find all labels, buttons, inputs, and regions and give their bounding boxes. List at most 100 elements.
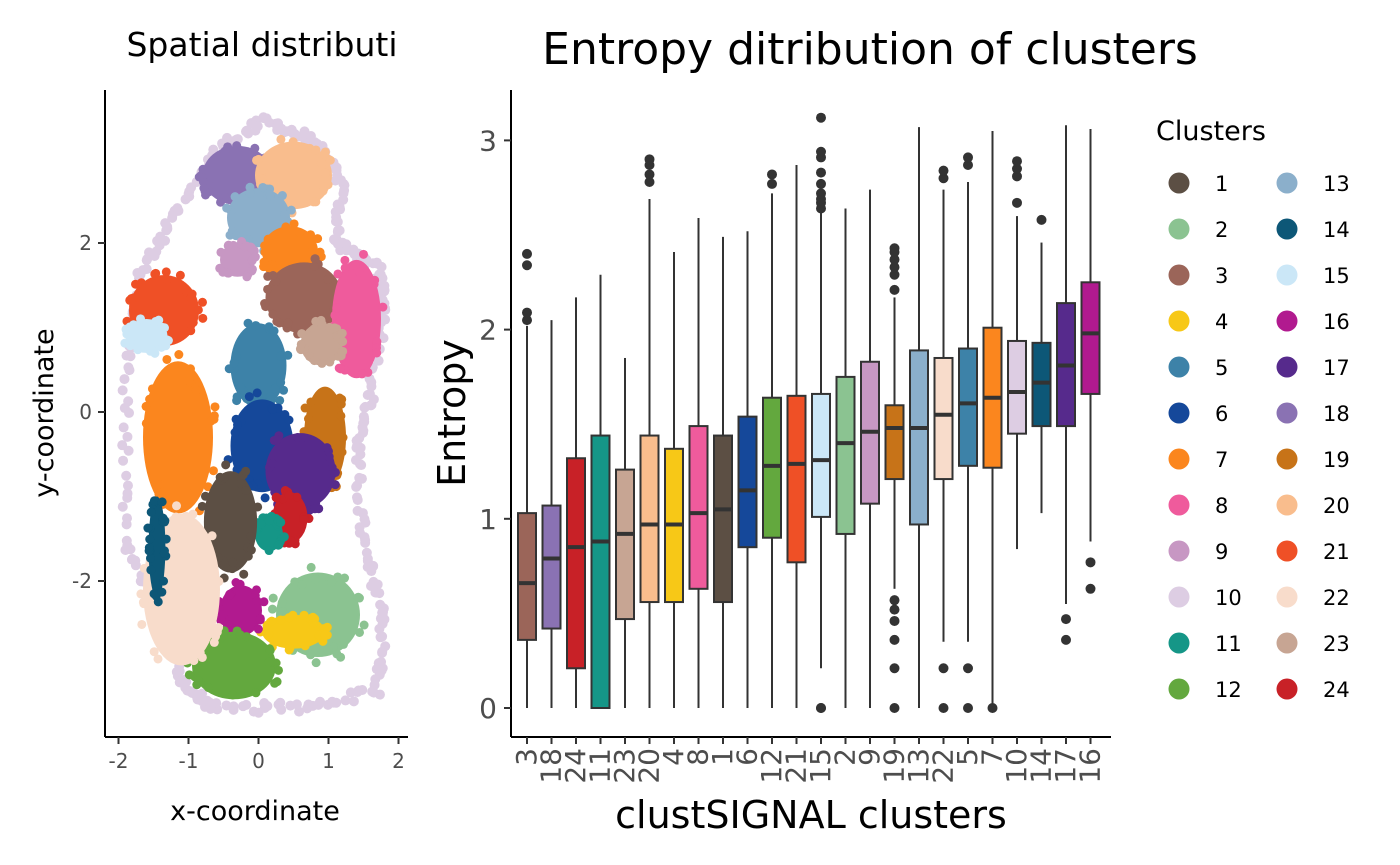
legend-label: 15 (1323, 264, 1350, 288)
spatial-point (214, 576, 224, 586)
spatial-point (265, 645, 275, 655)
spatial-point (228, 557, 238, 567)
legend-item-14: 14 (1276, 218, 1350, 242)
spatial-title: Spatial distributi (126, 25, 397, 64)
legend-swatch (1168, 356, 1190, 378)
spatial-point (122, 329, 132, 339)
spatial-point (340, 573, 350, 583)
legend-title: Clusters (1156, 116, 1266, 147)
spatial-panel: Spatial distributi -2 -1 0 1 2 -2 0 2 x-coordi… (29, 25, 408, 827)
box-body (958, 347, 978, 467)
spatial-point (184, 670, 194, 680)
box-outlier (522, 260, 532, 271)
legend-item-24: 24 (1276, 678, 1350, 702)
spatial-point (248, 706, 259, 717)
spatial-point (289, 219, 299, 229)
legend-label: 22 (1323, 586, 1350, 610)
box-body (786, 394, 807, 564)
spatial-point (184, 376, 194, 386)
box-cluster-18 (541, 320, 562, 708)
spatial-point (264, 546, 274, 556)
spatial-point (306, 397, 316, 407)
spatial-point (309, 324, 319, 334)
legend-item-6: 6 (1168, 402, 1228, 426)
spatial-point (276, 615, 286, 625)
entropy-y-ticks: 0 1 2 3 (479, 124, 511, 725)
spatial-point (256, 519, 266, 529)
legend-label: 11 (1215, 632, 1242, 656)
spatial-point (264, 629, 274, 639)
spatial-point (186, 293, 196, 303)
spatial-point (209, 637, 219, 647)
spatial-point (333, 269, 343, 279)
box-cluster-12 (762, 169, 782, 708)
box-cluster-7 (982, 130, 1003, 713)
spatial-point (197, 501, 207, 511)
spatial-point (283, 350, 293, 360)
box-outlier (767, 178, 777, 189)
spatial-point (284, 415, 294, 425)
box-outlier (767, 169, 777, 180)
legend-label: 8 (1215, 494, 1228, 518)
box-body (713, 434, 733, 604)
spatial-point (174, 350, 184, 360)
spatial-point (267, 604, 277, 614)
spatial-point (311, 145, 321, 155)
box-outlier (816, 703, 826, 713)
box-body (688, 425, 709, 590)
spatial-region-9 (220, 243, 255, 277)
spatial-point (288, 137, 298, 147)
spatial-point (150, 348, 160, 358)
spatial-point (136, 589, 146, 599)
box-outlier (889, 604, 900, 615)
box-outlier (889, 595, 900, 606)
box-outlier (963, 159, 973, 170)
box-cluster-17 (1056, 125, 1076, 645)
legend: Clusters 1234567891011121314151617181920… (1156, 116, 1350, 702)
spatial-point (215, 472, 225, 482)
spatial-point (286, 536, 296, 546)
spatial-point (284, 613, 294, 623)
spatial-point (278, 606, 288, 616)
spatial-point (232, 141, 242, 151)
spatial-point (358, 249, 368, 259)
box-outlier (1012, 171, 1022, 182)
legend-label: 10 (1215, 586, 1242, 610)
spatial-point (327, 469, 337, 479)
spatial-point (188, 317, 198, 327)
legend-swatch (1276, 310, 1298, 332)
spatial-x-tick-label: -1 (179, 749, 199, 773)
box-outlier (889, 634, 900, 645)
box-outlier (1061, 634, 1071, 645)
entropy-x-tick-label: 14 (1025, 748, 1058, 784)
spatial-point (122, 431, 133, 442)
spatial-point (320, 168, 330, 178)
spatial-x-tick-label: -2 (109, 749, 129, 773)
spatial-point (330, 310, 340, 320)
spatial-point (158, 513, 168, 523)
spatial-point (247, 266, 257, 276)
spatial-point (136, 278, 146, 288)
box-cluster-15 (811, 112, 831, 713)
spatial-point (185, 364, 195, 374)
box-outlier (1012, 197, 1022, 208)
box-body (884, 404, 905, 481)
legend-swatch (1276, 218, 1298, 240)
legend-item-10: 10 (1168, 586, 1242, 610)
spatial-point (250, 143, 260, 153)
spatial-point (181, 511, 191, 521)
legend-swatch (1168, 264, 1190, 286)
spatial-point (345, 687, 356, 698)
spatial-point (340, 695, 351, 706)
spatial-point (141, 255, 152, 266)
spatial-point (203, 426, 213, 436)
spatial-point (125, 322, 135, 332)
spatial-point (281, 222, 291, 232)
box-cluster-1 (713, 236, 733, 708)
legend-swatch (1168, 172, 1190, 194)
spatial-point (339, 185, 350, 196)
spatial-point (330, 323, 340, 333)
entropy-x-tick-label: 11 (584, 748, 617, 784)
spatial-x-tick-label: 0 (252, 749, 265, 773)
spatial-point (259, 597, 269, 607)
